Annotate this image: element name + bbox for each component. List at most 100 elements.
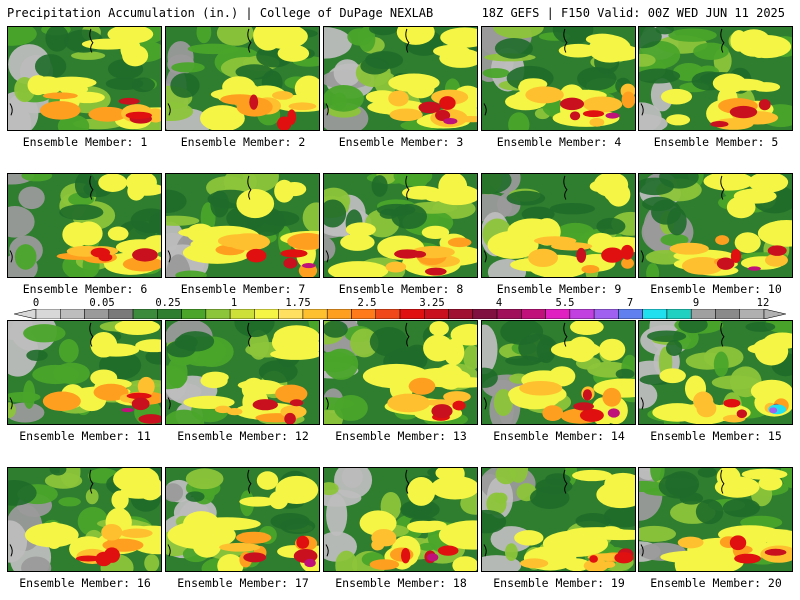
colorbar-segment: [35, 309, 61, 319]
ensemble-member-panel: [7, 26, 162, 131]
ensemble-member-panel: [481, 173, 636, 278]
ensemble-member-panel: [165, 320, 320, 425]
precip-field-map: [482, 174, 635, 277]
colorbar-segment: [205, 309, 231, 319]
precip-field-map: [324, 27, 477, 130]
colorbar-segment: [157, 309, 182, 319]
ensemble-member-caption: Ensemble Member: 18: [335, 576, 467, 590]
precipitation-colorbar: [14, 309, 786, 319]
ensemble-member-caption: Ensemble Member: 13: [335, 429, 467, 443]
colorbar-tick-label: 1.75: [285, 297, 311, 309]
ensemble-member-panel: [638, 173, 793, 278]
ensemble-member-caption: Ensemble Member: 17: [177, 576, 309, 590]
precip-field-map: [8, 27, 161, 130]
colorbar-segment: [448, 309, 474, 319]
precip-field-map: [482, 27, 635, 130]
precip-field-map: [482, 468, 635, 571]
colorbar-segment: [181, 309, 207, 319]
colorbar-segment: [278, 309, 304, 319]
ensemble-member-caption: Ensemble Member: 19: [493, 576, 625, 590]
colorbar-segment: [690, 309, 716, 319]
precip-field-map: [166, 174, 319, 277]
precip-field-map: [166, 321, 319, 424]
ensemble-member-panel: [7, 320, 162, 425]
precip-field-map: [324, 321, 477, 424]
precip-field-map: [166, 468, 319, 571]
colorbar-tick-label: 4: [495, 297, 503, 309]
ensemble-member-panel: [7, 173, 162, 278]
colorbar-tick-label: 5.5: [555, 297, 575, 309]
colorbar-segment: [375, 309, 401, 319]
ensemble-member-caption: Ensemble Member: 14: [493, 429, 625, 443]
page-title: Precipitation Accumulation (in.) | Colle…: [7, 6, 434, 20]
colorbar-max-arrow: [763, 309, 786, 319]
colorbar-tick-label: 9: [692, 297, 700, 309]
ensemble-member-caption: Ensemble Member: 3: [338, 135, 464, 149]
ensemble-member-panel: [481, 467, 636, 572]
precip-field-map: [166, 27, 319, 130]
colorbar-segment: [496, 309, 522, 319]
ensemble-member-panel: [323, 467, 478, 572]
ensemble-member-caption: Ensemble Member: 4: [496, 135, 622, 149]
colorbar-segment: [351, 309, 376, 319]
ensemble-member-panel: [323, 26, 478, 131]
ensemble-member-panel: [7, 467, 162, 572]
colorbar-segment: [545, 309, 571, 319]
colorbar-tick-label: 12: [756, 297, 770, 309]
colorbar-segment: [642, 309, 668, 319]
colorbar-segment: [254, 309, 279, 319]
colorbar-tick-label: 0: [32, 297, 40, 309]
colorbar-segment: [84, 309, 110, 319]
colorbar-segment: [593, 309, 619, 319]
ensemble-member-caption: Ensemble Member: 2: [180, 135, 306, 149]
ensemble-member-caption: Ensemble Member: 15: [650, 429, 782, 443]
precip-field-map: [8, 468, 161, 571]
precip-field-map: [8, 321, 161, 424]
ensemble-member-panel: [165, 467, 320, 572]
ensemble-member-caption: Ensemble Member: 1: [22, 135, 148, 149]
precip-field-map: [482, 321, 635, 424]
colorbar-segment: [715, 309, 740, 319]
colorbar-segment: [424, 309, 449, 319]
ensemble-member-panel: [638, 320, 793, 425]
ensemble-member-panel: [165, 173, 320, 278]
ensemble-member-caption: Ensemble Member: 6: [22, 282, 148, 296]
colorbar-segment: [739, 309, 765, 319]
colorbar-segment: [521, 309, 546, 319]
colorbar-segment: [399, 309, 425, 319]
colorbar-min-arrow: [14, 309, 37, 319]
colorbar-tick-label: 0.05: [89, 297, 115, 309]
colorbar-tick-label: 0.25: [155, 297, 181, 309]
colorbar-segment: [132, 309, 158, 319]
colorbar-tick-label: 7: [626, 297, 634, 309]
precip-field-map: [324, 468, 477, 571]
ensemble-member-caption: Ensemble Member: 11: [19, 429, 151, 443]
ensemble-member-caption: Ensemble Member: 7: [180, 282, 306, 296]
ensemble-member-caption: Ensemble Member: 9: [496, 282, 622, 296]
precip-field-map: [324, 174, 477, 277]
ensemble-member-panel: [323, 173, 478, 278]
colorbar-segment: [326, 309, 352, 319]
ensemble-member-caption: Ensemble Member: 10: [650, 282, 782, 296]
colorbar-segment: [302, 309, 328, 319]
colorbar-segment: [60, 309, 85, 319]
precip-field-map: [639, 321, 792, 424]
precip-field-map: [639, 468, 792, 571]
colorbar-segment: [472, 309, 498, 319]
colorbar-segment: [108, 309, 134, 319]
colorbar-segment: [229, 309, 255, 319]
precip-field-map: [639, 27, 792, 130]
ensemble-member-caption: Ensemble Member: 16: [19, 576, 151, 590]
ensemble-member-panel: [481, 320, 636, 425]
precip-field-map: [8, 174, 161, 277]
colorbar-segment: [618, 309, 643, 319]
ensemble-member-panel: [323, 320, 478, 425]
ensemble-member-caption: Ensemble Member: 12: [177, 429, 309, 443]
ensemble-member-panel: [638, 467, 793, 572]
ensemble-member-panel: [165, 26, 320, 131]
colorbar-tick-label: 2.5: [357, 297, 377, 309]
ensemble-member-caption: Ensemble Member: 8: [338, 282, 464, 296]
ensemble-member-panel: [638, 26, 793, 131]
colorbar-tick-label: 3.25: [419, 297, 445, 309]
colorbar-tick-label: 1: [230, 297, 238, 309]
